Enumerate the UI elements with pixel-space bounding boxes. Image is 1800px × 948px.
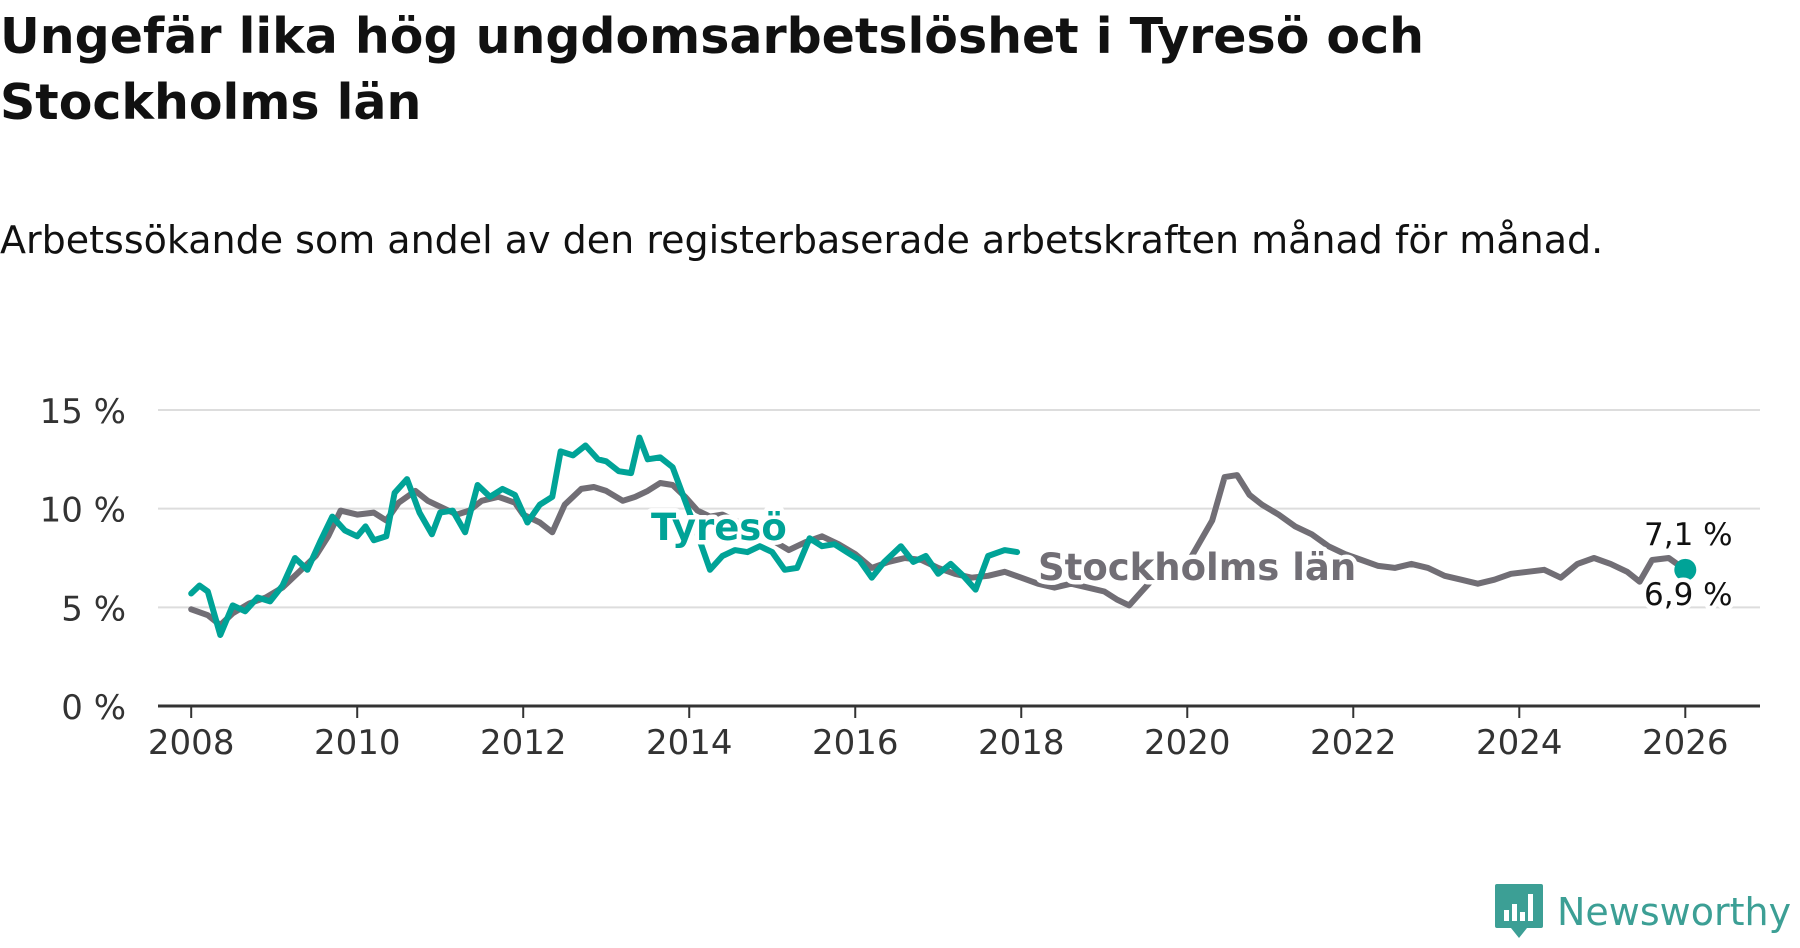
newsworthy-logo-icon: [1495, 884, 1543, 938]
y-axis-tick-labels: 0 % 5 % 10 % 15 %: [40, 392, 126, 728]
end-value-label-tyreso: 7,1 %: [1644, 517, 1733, 553]
x-tick-label: 2024: [1476, 723, 1563, 763]
y-tick-label: 0 %: [61, 688, 126, 728]
x-tick-label: 2016: [812, 723, 899, 763]
end-value-label-stockholm: 6,9 %: [1644, 577, 1733, 613]
gridlines: [158, 409, 1760, 609]
x-tick-label: 2008: [148, 723, 235, 763]
y-tick-label: 10 %: [40, 491, 126, 531]
x-tick-label: 2020: [1144, 723, 1231, 763]
x-tick-label: 2012: [480, 723, 567, 763]
brand-name: Newsworthy: [1557, 890, 1792, 934]
chart-subtitle: Arbetssökande som andel av den registerb…: [0, 218, 1604, 262]
series-label-tyreso: Tyresö: [651, 506, 787, 549]
series-label-stockholm: Stockholms län: [1038, 546, 1356, 589]
x-tick-label: 2026: [1642, 723, 1729, 763]
newsworthy-brand[interactable]: Newsworthy: [1493, 880, 1791, 944]
x-tick-label: 2022: [1310, 723, 1397, 763]
series-labels: Tyresö Stockholms län 7,1 % 6,9 %: [647, 502, 1738, 618]
series-line-tyreso: [188, 434, 1021, 638]
x-tick-label: 2018: [978, 723, 1065, 763]
x-tick-label: 2014: [646, 723, 733, 763]
x-tick-label: 2010: [314, 723, 401, 763]
series-lines: [188, 434, 1697, 638]
y-tick-label: 5 %: [61, 589, 126, 629]
y-tick-label: 15 %: [40, 392, 126, 432]
series-end-point-tyreso: [1674, 558, 1697, 581]
x-axis: 2008 2010 2012 2014 2016 2018 2020 2022 2024 2026: [148, 704, 1760, 763]
chart-title: Ungefär lika hög ungdomsarbetslöshet i T…: [0, 8, 1425, 131]
